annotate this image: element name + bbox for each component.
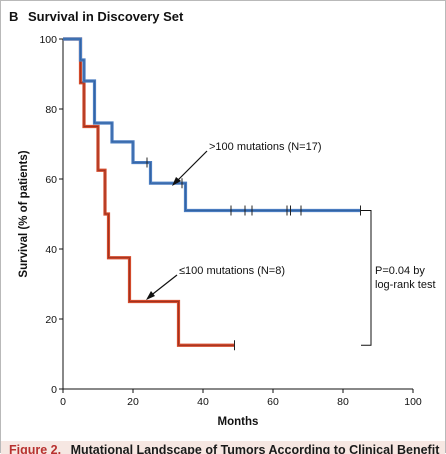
axes: 0 20 40 60 80 100 0 20 40 60 80 100 Months Survival (… xyxy=(18,34,422,428)
low-mutation-curve-core xyxy=(63,38,235,346)
y-tick-label: 0 xyxy=(51,384,57,396)
x-tick-label: 100 xyxy=(404,396,422,408)
low-mutation-curve xyxy=(63,37,235,347)
figure-caption-bar: Figure 2. Mutational Landscape of Tumors… xyxy=(1,441,445,454)
x-tick-label: 20 xyxy=(127,396,139,408)
caption-text: Mutational Landscape of Tumors According… xyxy=(70,443,440,454)
caption-label: Figure 2. xyxy=(9,443,62,454)
low-series-label: ≤100 mutations (N=8) xyxy=(179,265,285,277)
high-mutation-curve-core xyxy=(63,38,361,211)
annotation-layer: >100 mutations (N=17) ≤100 mutations (N=8… xyxy=(146,141,436,346)
panel-title-text: Survival in Discovery Set xyxy=(28,9,184,24)
pvalue-line-1: P=0.04 by xyxy=(375,265,425,277)
high-mutation-curve xyxy=(63,37,361,213)
high-series-label: >100 mutations (N=17) xyxy=(209,141,322,153)
x-tick-label: 40 xyxy=(197,396,209,408)
x-tick-label: 0 xyxy=(60,396,66,408)
y-tick-label: 40 xyxy=(45,244,57,256)
survival-chart: 0 20 40 60 80 100 0 20 40 60 80 100 Months Survival (… xyxy=(18,34,436,428)
figure-caption: Figure 2. Mutational Landscape of Tumors… xyxy=(9,443,439,454)
high-label-pointer xyxy=(174,150,208,184)
pvalue-bracket xyxy=(361,210,372,346)
pvalue-line-2: log-rank test xyxy=(375,279,436,291)
y-axis-title: Survival (% of patients) xyxy=(18,150,30,277)
x-axis-title: Months xyxy=(218,416,259,428)
y-tick-label: 60 xyxy=(45,174,57,186)
high-label-arrowhead xyxy=(172,177,181,186)
y-tick-label: 20 xyxy=(45,314,57,326)
low-label-arrowhead xyxy=(146,291,155,300)
low-label-pointer xyxy=(148,274,178,298)
y-tick-label: 100 xyxy=(39,34,57,46)
y-tick-label: 80 xyxy=(45,104,57,116)
x-tick-label: 60 xyxy=(267,396,279,408)
series-layer xyxy=(63,37,361,351)
x-tick-label: 80 xyxy=(337,396,349,408)
panel-title: B Survival in Discovery Set xyxy=(9,9,183,24)
panel-letter: B xyxy=(9,9,19,24)
